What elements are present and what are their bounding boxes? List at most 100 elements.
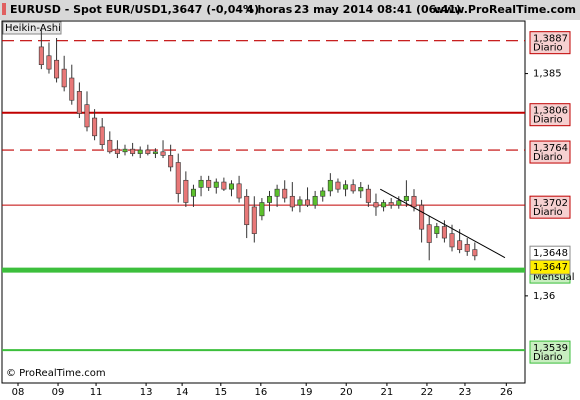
level-tag: Diario [533, 115, 563, 126]
candle-body [282, 188, 288, 199]
candle-body [343, 184, 349, 190]
candle-body [305, 199, 311, 206]
header-bar [0, 0, 580, 20]
x-tick-label: 19 [300, 387, 313, 398]
candle-body [472, 249, 478, 257]
x-tick-label: 22 [421, 387, 434, 398]
candle-body [228, 183, 234, 190]
x-tick-label: 20 [340, 387, 353, 398]
logo [2, 3, 6, 15]
candle-body [251, 206, 257, 234]
level-box [529, 340, 571, 364]
candle-body [213, 181, 219, 188]
candle-body [206, 179, 212, 188]
candle-body [449, 233, 455, 248]
candle-body [236, 183, 242, 199]
candle-body [388, 202, 394, 206]
candle-body [38, 46, 44, 65]
candle-body [327, 179, 333, 192]
x-tick-label: 09 [52, 387, 65, 398]
last-close-label: 1,3648 [533, 248, 568, 259]
candle-body [381, 202, 387, 208]
candle-body [152, 151, 158, 154]
candle-body [320, 190, 326, 197]
footer: © ProRealTime.com [6, 368, 106, 379]
x-tick-label: 14 [176, 387, 189, 398]
level-box [529, 195, 571, 219]
level-price: 1,3764 [533, 143, 568, 154]
level-box [529, 103, 571, 127]
level-price: 1,3887 [533, 34, 568, 45]
candle-body [267, 195, 273, 203]
y-tick-label: 1,385 [533, 69, 562, 80]
candle-body [350, 184, 356, 192]
candle-body [130, 148, 136, 154]
level-tag: Diario [533, 352, 563, 363]
y-tick-label: 1,36 [533, 291, 555, 302]
candle-body [183, 179, 189, 203]
candle-body [464, 243, 470, 252]
candle-body [312, 195, 318, 206]
candle-body [54, 59, 60, 79]
plot-frame [1, 20, 526, 384]
candle-body [426, 224, 432, 243]
timeframe: 4 horas [246, 3, 293, 16]
level-price: 1,3539 [533, 343, 568, 354]
x-tick-label: 13 [140, 387, 153, 398]
symbol: EURUSD - Spot EUR/USD [10, 3, 161, 16]
candle-body [92, 117, 98, 137]
candle-body [274, 188, 280, 197]
candle-body [122, 148, 128, 153]
candle-body [175, 162, 181, 194]
candle-body [76, 91, 82, 114]
candle-body [46, 55, 52, 70]
quote: 1,3647 (-0,04%) [160, 3, 259, 16]
candle-body [396, 200, 402, 206]
candle-body [114, 148, 120, 154]
candle-body [198, 179, 204, 188]
candle-body [358, 187, 364, 192]
candle-body [434, 226, 440, 234]
candle-body [69, 77, 75, 101]
candle-body [107, 139, 113, 153]
candle-body [145, 149, 151, 154]
trendline [380, 188, 506, 259]
level-price: 1,3702 [533, 198, 568, 209]
x-tick-label: 23 [459, 387, 472, 398]
candle-body [411, 195, 417, 208]
x-tick-label: 21 [381, 387, 394, 398]
candle-body [190, 188, 196, 197]
candle-body [244, 195, 250, 226]
indicator-box [2, 21, 62, 35]
level-tag: Diario [533, 43, 563, 54]
candle-body [297, 199, 303, 206]
x-tick-label: 08 [12, 387, 25, 398]
candle-body [221, 181, 227, 190]
datetime: 23 may 2014 08:41 (06:41) [294, 3, 461, 16]
level-tag: Diario [533, 152, 563, 163]
candle-body [61, 68, 67, 88]
x-tick-label: 26 [500, 387, 513, 398]
candle-body [137, 149, 143, 154]
x-tick-label: 15 [214, 387, 227, 398]
level-box [529, 140, 571, 164]
level-tag: Diario [533, 207, 563, 218]
site: www.ProRealTime.com [434, 3, 576, 16]
current-price-box [529, 259, 571, 275]
candle-body [403, 195, 409, 202]
candle-body [365, 188, 371, 203]
candle-body [160, 151, 166, 156]
candle-body [259, 202, 265, 217]
candle-body [168, 155, 174, 168]
x-tick-label: 11 [90, 387, 103, 398]
candle-body [419, 204, 425, 230]
level-box [529, 31, 571, 55]
candle-body [441, 226, 447, 239]
candle-body [289, 195, 295, 208]
indicator-label: Heikin-Ashi [5, 23, 61, 34]
candle-body [457, 240, 463, 250]
current-price-label: 1,3647 [533, 262, 568, 273]
level-price: 1,3806 [533, 106, 568, 117]
candle-body [84, 104, 90, 128]
